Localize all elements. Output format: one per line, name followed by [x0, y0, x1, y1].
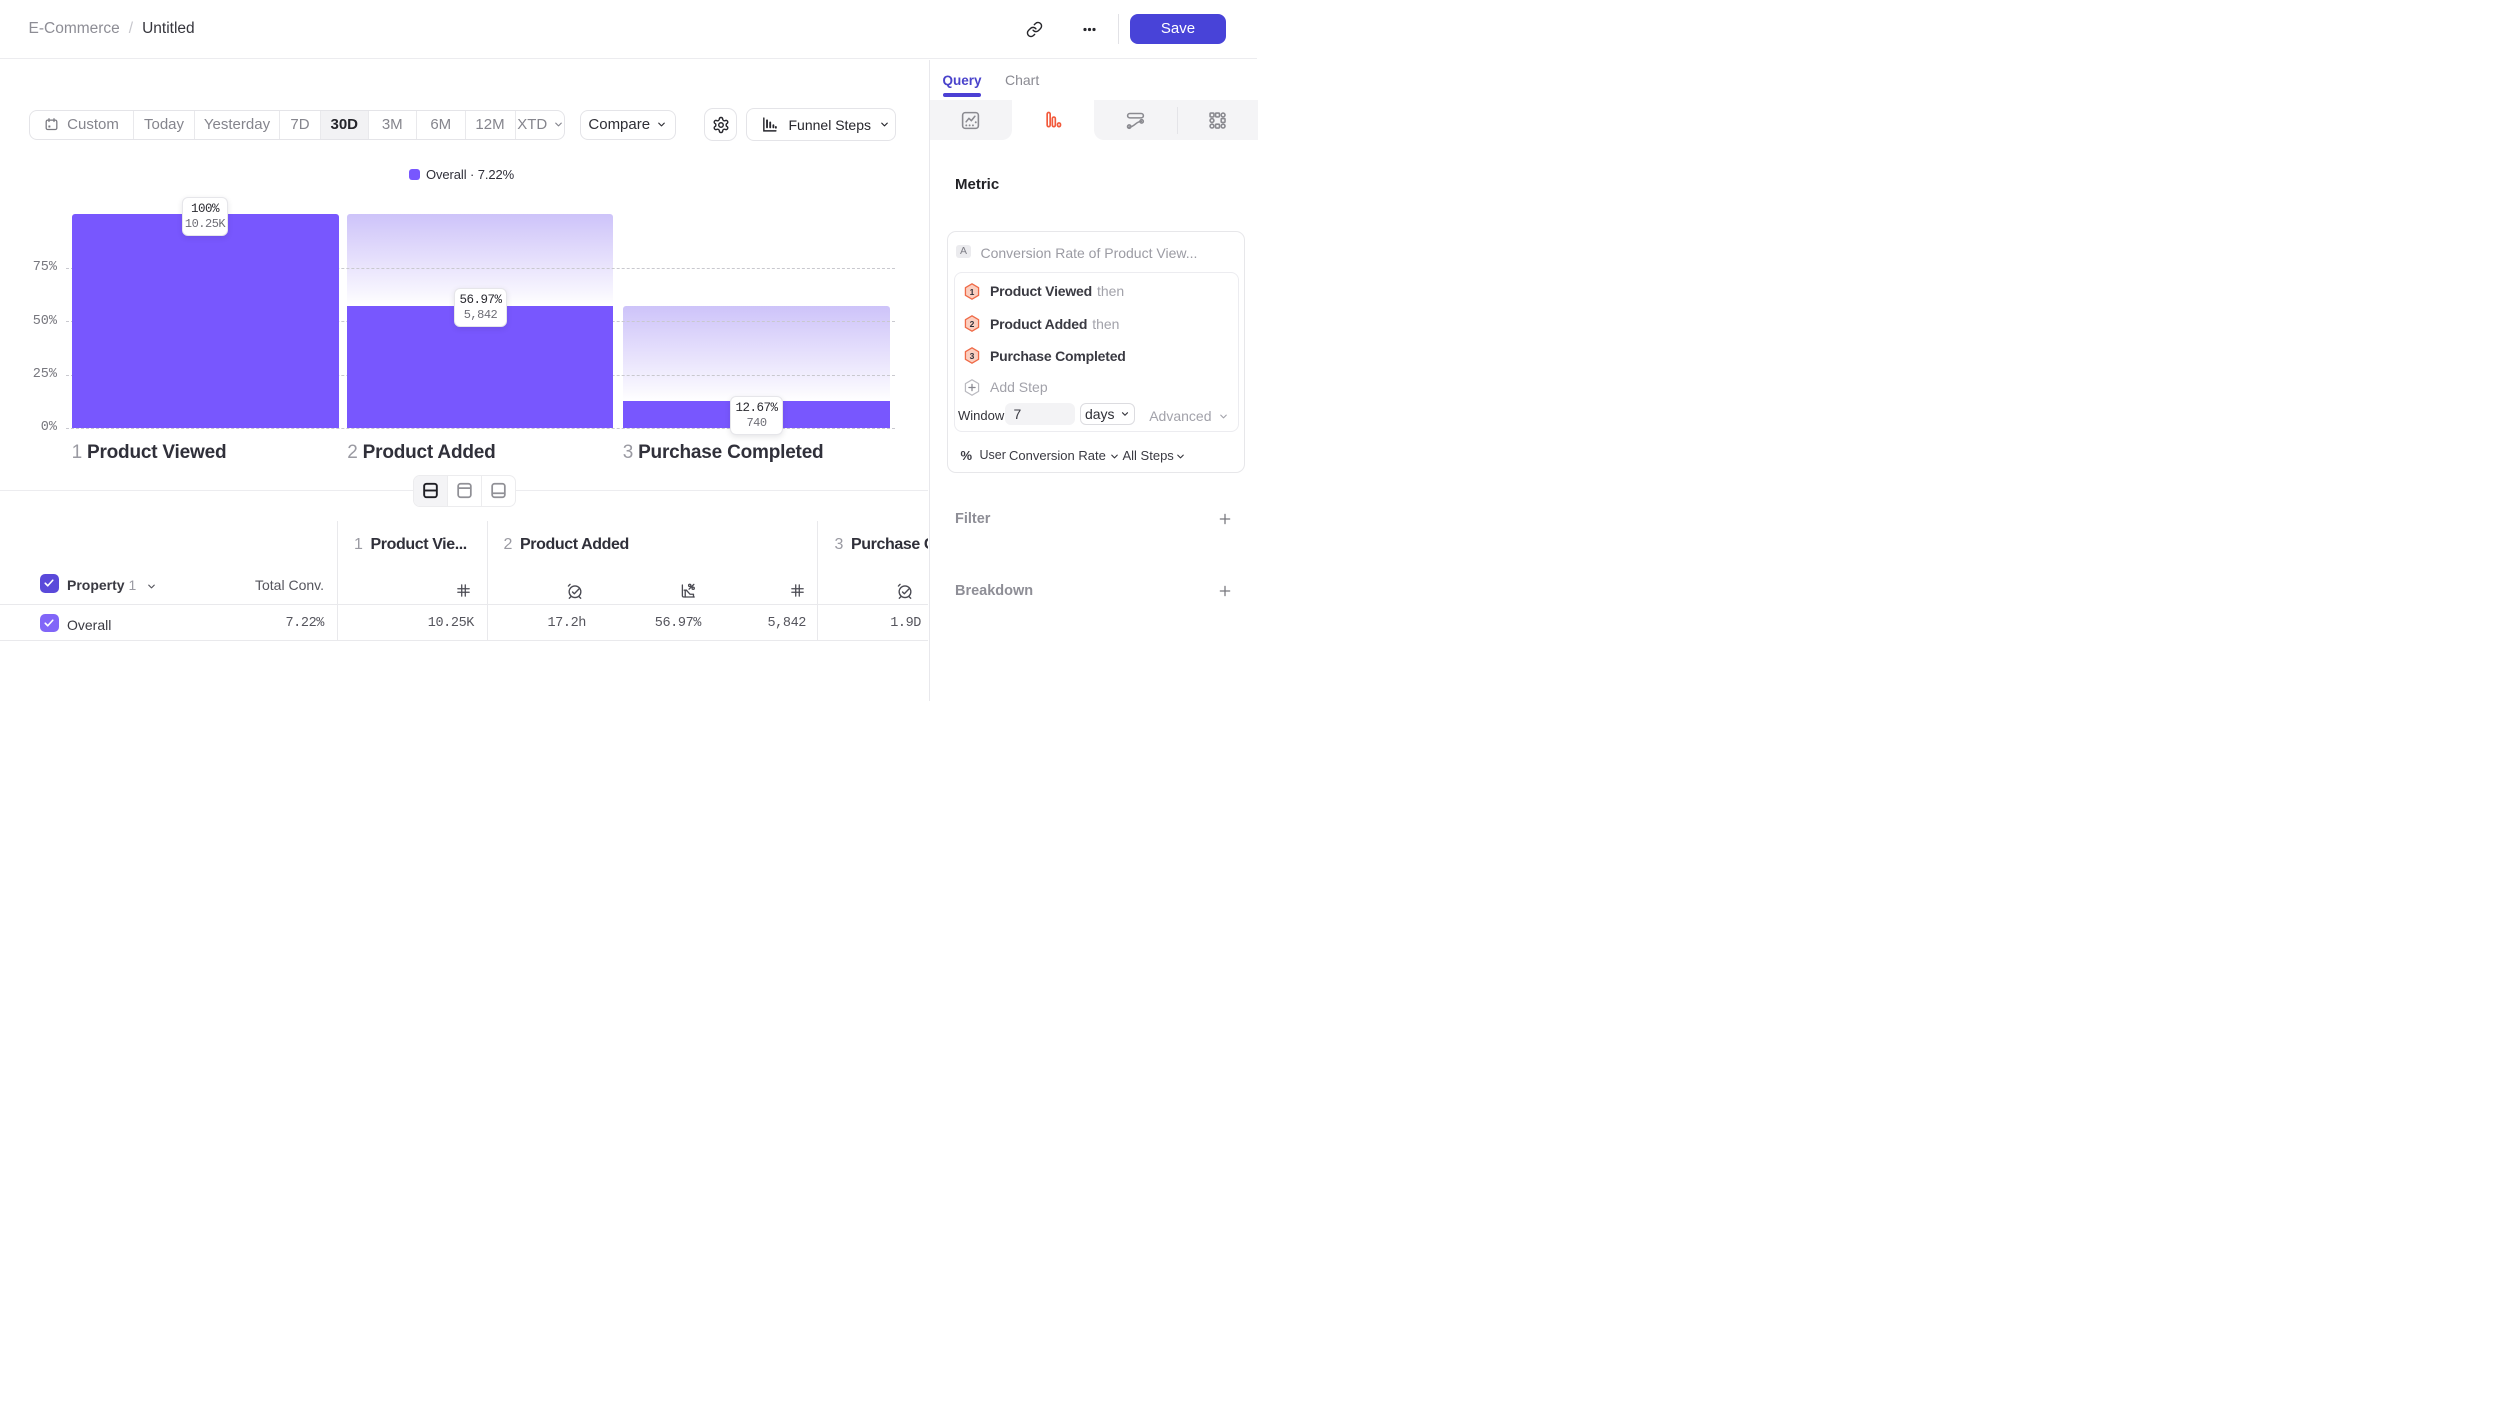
svg-text:2: 2 — [969, 319, 974, 329]
svg-text:3: 3 — [969, 351, 974, 361]
svg-text:1: 1 — [969, 286, 974, 296]
